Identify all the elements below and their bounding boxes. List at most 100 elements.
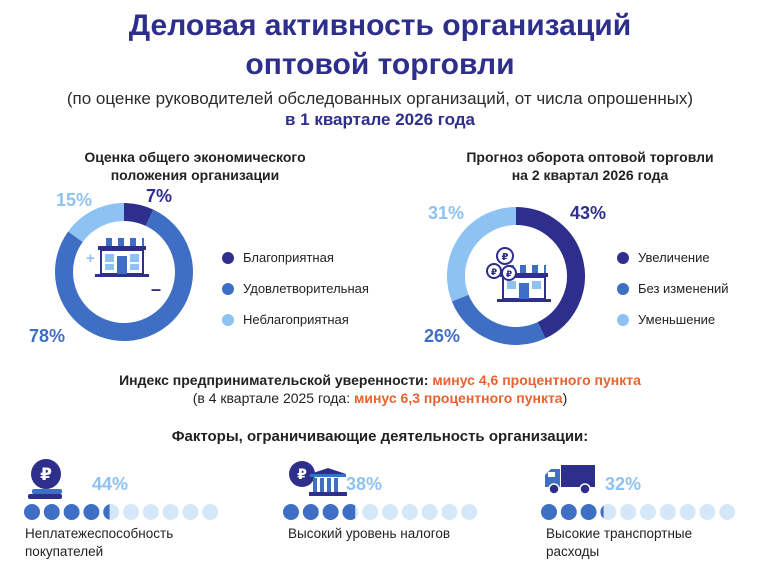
legend-item-favorable: Благоприятная (222, 242, 369, 273)
previous-suffix: ) (562, 390, 568, 406)
factor-dot (362, 504, 379, 520)
legend-item-decrease: Уменьшение (617, 304, 729, 335)
factor-dot (679, 504, 696, 520)
page-title-line1: Деловая активность организаций (128, 9, 632, 42)
donut-slice-decrease (447, 207, 517, 302)
factor-label-transport: Высокие транспортные расходы (546, 525, 692, 561)
factor-dot (600, 504, 617, 520)
confidence-index: Индекс предпринимательской уверенности: … (0, 372, 760, 388)
chart2-title-line2: на 2 квартал 2026 года (511, 167, 669, 183)
page-title-line2: оптовой торговли (245, 48, 515, 81)
factor-dot-filled (541, 504, 557, 520)
svg-text:₽: ₽ (297, 467, 307, 483)
shop-icon (95, 238, 149, 277)
shop-awning (100, 238, 144, 246)
svg-text:₽: ₽ (502, 252, 509, 263)
chart1-label-favorable: 7% (146, 186, 173, 206)
factor-dot (182, 504, 199, 520)
factor-dot (620, 504, 637, 520)
legend-label: Уменьшение (638, 312, 716, 327)
previous-value: минус 6,3 процентного пункта (354, 390, 563, 406)
legend-dot-light (617, 313, 629, 326)
chart1-title-line2: положения организации (110, 167, 280, 183)
factor-dot-filled (580, 504, 597, 520)
legend-item-increase: Увеличение (617, 242, 729, 273)
factor-dot (719, 504, 736, 520)
donut-slice-no-change (451, 294, 546, 345)
page-subtitle: (по оценке руководителей обследованных о… (66, 89, 694, 108)
legend-dot-medium (617, 282, 629, 295)
chart1-label-satisfactory: 78% (29, 326, 66, 346)
factor-dot-filled (342, 504, 356, 520)
chart2-label-increase: 43% (570, 203, 607, 223)
legend-item-satisfactory: Удовлетворительная (222, 273, 369, 304)
legend-dot-medium (222, 282, 234, 295)
factor-dot (382, 504, 398, 520)
donut-chart-economic-situation (55, 203, 193, 341)
factor-dot-filled (43, 504, 60, 520)
truck-icon (545, 465, 595, 495)
factor-label-line2: расходы (546, 544, 600, 559)
donut-slice-unfavorable (68, 203, 125, 243)
factor-dot (401, 504, 418, 520)
legend-label: Без изменений (638, 281, 729, 296)
previous-prefix: (в 4 квартале 2025 года: (192, 390, 351, 406)
factor-dot-filled (103, 504, 110, 520)
factor-dot-filled (322, 504, 339, 520)
plus-mark: + (86, 250, 95, 267)
factor-dot-filled (83, 504, 100, 520)
donut-slice-favorable (123, 203, 154, 227)
donut-slice-satisfactory (55, 209, 193, 341)
factor-dot-filled (600, 505, 604, 519)
legend-item-no-change: Без изменений (617, 273, 729, 304)
confidence-index-previous: (в 4 квартале 2025 года: минус 6,3 проце… (0, 390, 760, 406)
chart1-title: Оценка общего экономического положения о… (40, 148, 350, 184)
legend-label: Увеличение (638, 250, 710, 265)
chart1-legend: Благоприятная Удовлетворительная Неблаго… (222, 242, 369, 335)
factor-dot-filled (63, 504, 80, 520)
legend-dot-light (222, 313, 234, 326)
chart2-title: Прогноз оборота оптовой торговли на 2 кв… (430, 148, 750, 184)
factor-dot-filled (24, 504, 40, 520)
donut-slice-increase (515, 207, 585, 339)
minus-mark: – (151, 279, 161, 299)
legend-label: Неблагоприятная (243, 312, 349, 327)
legend-item-unfavorable: Неблагоприятная (222, 304, 369, 335)
legend-dot-dark (222, 251, 234, 264)
confidence-index-value: минус 4,6 процентного пункта (432, 372, 641, 388)
factor-dot (441, 504, 458, 520)
factor-dot (461, 504, 478, 520)
factor-dot (659, 504, 676, 520)
factor-dot (202, 504, 219, 520)
factor-dot-filled (302, 504, 319, 520)
factor-value-taxes: 38% (346, 474, 383, 494)
factor-dot-scales (24, 504, 736, 520)
ruble-bank-icon: ₽ (289, 461, 347, 496)
legend-label: Благоприятная (243, 250, 334, 265)
factor-dot (699, 504, 716, 520)
chart2-label-no-change: 26% (424, 326, 461, 346)
factor-value-transport: 32% (605, 474, 642, 494)
chart1-label-unfavorable: 15% (56, 190, 93, 210)
factor-dot (421, 504, 438, 520)
legend-label: Удовлетворительная (243, 281, 369, 296)
factor-dot (162, 504, 179, 520)
ruble-coins-icon: ₽ ₽ ₽ (486, 247, 517, 281)
factor-dot (640, 504, 656, 520)
chart1-title-line1: Оценка общего экономического (84, 149, 306, 165)
factor-label-line2: покупателей (25, 544, 104, 559)
factor-value-insolvency: 44% (92, 474, 129, 494)
factor-dot-filled (283, 504, 299, 520)
chart2-legend: Увеличение Без изменений Уменьшение (617, 242, 729, 335)
factor-label-line1: Высокий уровень налогов (288, 526, 451, 541)
period-label: в 1 квартале 2026 года (284, 110, 476, 129)
factors-title: Факторы, ограничивающие деятельность орг… (171, 428, 589, 445)
factor-dot-filled (560, 504, 577, 520)
factor-label-line1: Высокие транспортные (546, 526, 693, 541)
factor-label-taxes: Высокий уровень налогов (288, 525, 450, 543)
svg-text:₽: ₽ (491, 268, 497, 278)
chart2-title-line1: Прогноз оборота оптовой торговли (466, 149, 714, 165)
factor-dot (123, 504, 139, 520)
chart2-label-decrease: 31% (428, 203, 465, 223)
